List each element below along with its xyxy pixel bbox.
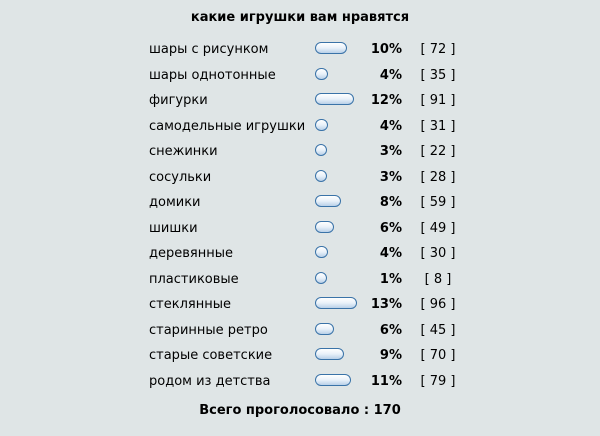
option-vote-count: [ 28 ]: [420, 169, 456, 185]
option-label: шишки: [149, 220, 198, 236]
poll-option-row: пластиковые 1% [ 8 ]: [0, 268, 600, 294]
option-label: снежинки: [149, 144, 218, 159]
option-vote-count: [ 72 ]: [420, 42, 456, 57]
poll-option-row: старинные ретро 6% [ 45 ]: [0, 319, 600, 345]
option-percent: 9%: [379, 348, 402, 363]
option-bar: [315, 373, 351, 386]
option-bar: [315, 195, 341, 207]
option-bar: [315, 42, 347, 54]
option-label: стеклянные: [149, 297, 231, 312]
option-bar: [315, 322, 334, 335]
poll-option-row: стеклянные 13% [ 96 ]: [0, 293, 600, 319]
option-label: шары однотонные: [149, 67, 276, 83]
option-vote-count: [ 91 ]: [420, 93, 456, 108]
option-bar-track: [315, 271, 375, 286]
poll-option-row: шары однотонные 4% [ 35 ]: [0, 64, 600, 90]
option-bar-track: [315, 67, 375, 82]
option-bar-track: [315, 322, 375, 337]
poll-options-list: шары с рисунком 10% [ 72 ] шары однотонные 4…: [0, 38, 600, 395]
option-bar: [315, 93, 354, 105]
option-percent: 12%: [370, 93, 402, 108]
option-bar-track: [315, 297, 375, 311]
option-vote-count: [ 31 ]: [420, 118, 456, 134]
option-bar: [315, 348, 344, 360]
option-bar-track: [315, 144, 375, 158]
option-bar-track: [315, 169, 375, 184]
option-percent: 1%: [379, 271, 402, 287]
option-vote-count: [ 22 ]: [420, 144, 456, 159]
option-percent: 8%: [379, 195, 402, 210]
option-percent: 3%: [379, 144, 402, 159]
option-label: самодельные игрушки: [149, 118, 306, 134]
option-vote-count: [ 96 ]: [420, 297, 456, 312]
option-label: фигурки: [149, 93, 208, 108]
option-percent: 13%: [370, 297, 402, 312]
poll-title: какие игрушки вам нравятся: [190, 10, 410, 25]
option-percent: 4%: [379, 67, 402, 83]
option-bar: [315, 144, 327, 156]
option-percent: 6%: [379, 322, 402, 338]
option-bar-track: [315, 348, 375, 362]
option-label: домики: [149, 195, 201, 210]
option-percent: 3%: [379, 169, 402, 185]
option-vote-count: [ 70 ]: [420, 348, 456, 363]
option-label: старые советские: [149, 348, 273, 363]
poll-option-row: деревянные 4% [ 30 ]: [0, 242, 600, 268]
option-vote-count: [ 8 ]: [424, 271, 452, 287]
option-label: сосульки: [149, 169, 212, 185]
option-bar-track: [315, 195, 375, 209]
option-bar-track: [315, 373, 375, 388]
poll-option-row: снежинки 3% [ 22 ]: [0, 140, 600, 166]
option-bar: [315, 169, 327, 182]
poll-option-row: старые советские 9% [ 70 ]: [0, 344, 600, 370]
option-bar-track: [315, 118, 375, 133]
option-vote-count: [ 30 ]: [420, 246, 456, 261]
option-label: деревянные: [149, 246, 233, 261]
option-vote-count: [ 59 ]: [420, 195, 456, 210]
option-bar-track: [315, 220, 375, 235]
poll-option-row: домики 8% [ 59 ]: [0, 191, 600, 217]
poll-option-row: шишки 6% [ 49 ]: [0, 217, 600, 243]
poll-option-row: самодельные игрушки 4% [ 31 ]: [0, 115, 600, 141]
poll-option-row: сосульки 3% [ 28 ]: [0, 166, 600, 192]
poll-option-row: фигурки 12% [ 91 ]: [0, 89, 600, 115]
option-label: родом из детства: [149, 373, 271, 389]
option-bar: [315, 297, 357, 309]
option-label: шары с рисунком: [149, 42, 269, 57]
option-percent: 4%: [379, 118, 402, 134]
option-percent: 4%: [379, 246, 402, 261]
option-bar-track: [315, 246, 375, 260]
option-bar: [315, 271, 327, 284]
poll-total: Всего проголосовало : 170: [199, 403, 401, 418]
option-bar-track: [315, 42, 375, 56]
option-percent: 10%: [370, 42, 402, 57]
option-vote-count: [ 79 ]: [420, 373, 456, 389]
option-vote-count: [ 45 ]: [420, 322, 456, 338]
option-bar-track: [315, 93, 375, 107]
poll-option-row: шары с рисунком 10% [ 72 ]: [0, 38, 600, 64]
option-bar: [315, 220, 334, 233]
option-label: старинные ретро: [149, 322, 268, 338]
option-percent: 6%: [379, 220, 402, 236]
option-bar: [315, 118, 328, 131]
option-vote-count: [ 49 ]: [420, 220, 456, 236]
option-bar: [315, 246, 328, 258]
option-percent: 11%: [370, 373, 402, 389]
option-label: пластиковые: [149, 271, 239, 287]
option-bar: [315, 67, 328, 80]
option-vote-count: [ 35 ]: [420, 67, 456, 83]
poll-option-row: родом из детства 11% [ 79 ]: [0, 370, 600, 396]
